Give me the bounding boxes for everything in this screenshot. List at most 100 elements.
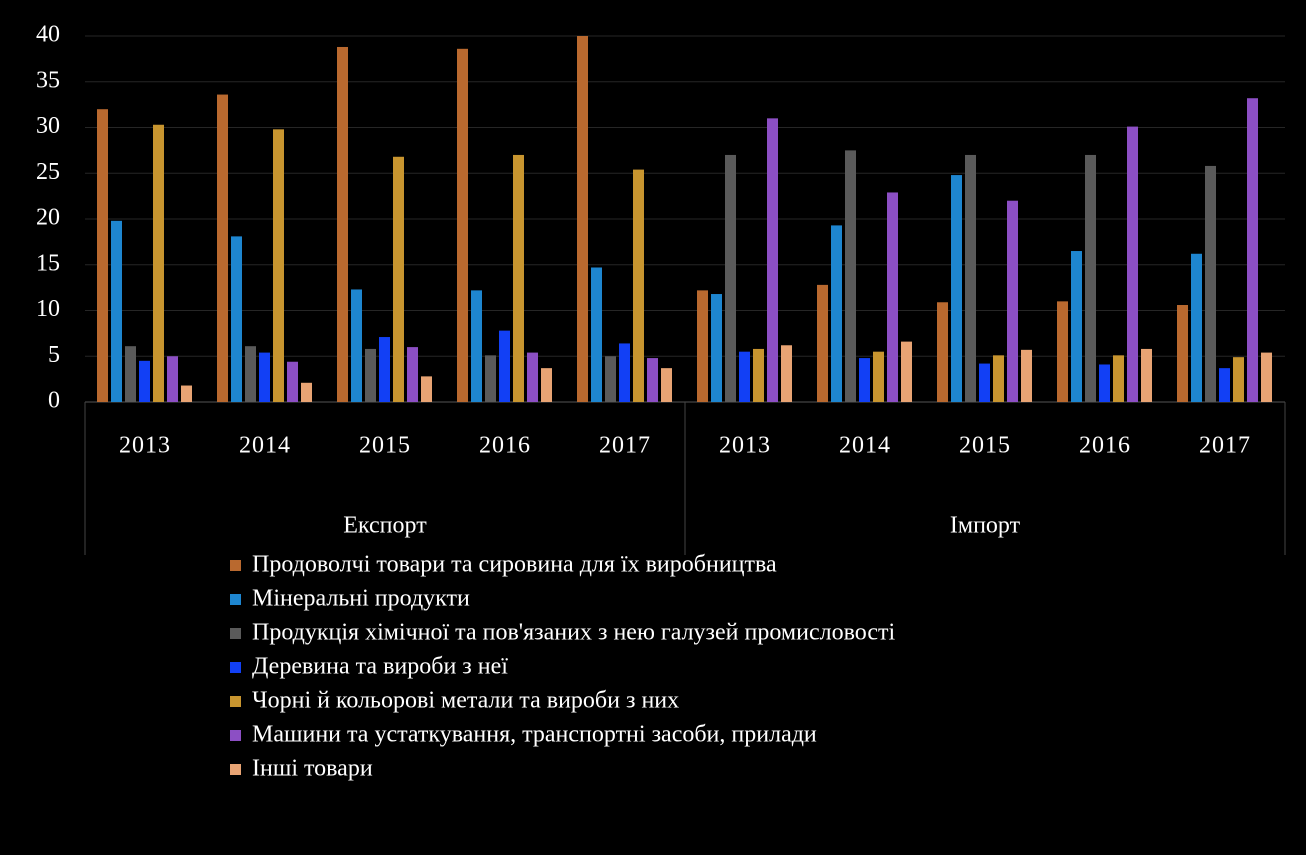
- bar: [711, 294, 722, 402]
- bar: [407, 347, 418, 402]
- bar: [577, 36, 588, 402]
- bar: [965, 154, 976, 402]
- bar: [499, 330, 510, 402]
- legend-label: Інші товари: [252, 756, 373, 782]
- bar: [901, 341, 912, 402]
- bar: [1099, 364, 1110, 402]
- bar: [605, 356, 616, 402]
- bar: [457, 48, 468, 403]
- bar: [1205, 165, 1216, 402]
- bar: [351, 289, 362, 402]
- bar: [1141, 348, 1152, 402]
- bar: [365, 348, 376, 402]
- x-tick-label: 2014: [839, 433, 891, 459]
- bar: [527, 352, 538, 402]
- x-tick-label: 2015: [959, 433, 1011, 459]
- bar: [1085, 154, 1096, 402]
- x-tick-label: 2017: [1199, 433, 1251, 459]
- bar: [1219, 368, 1230, 402]
- x-tick-label: 2016: [479, 433, 531, 459]
- bar: [767, 118, 778, 402]
- bar: [1261, 352, 1272, 402]
- bar: [633, 169, 644, 402]
- bar: [859, 358, 870, 402]
- legend-swatch: [230, 560, 241, 571]
- bar: [379, 337, 390, 402]
- legend-label: Чорні й кольорові метали та вироби з них: [252, 688, 679, 714]
- bar: [873, 351, 884, 402]
- bar: [167, 356, 178, 402]
- bar: [301, 382, 312, 402]
- bar: [393, 156, 404, 402]
- bar: [1057, 301, 1068, 402]
- y-tick-label: 25: [36, 159, 60, 185]
- bar: [697, 290, 708, 402]
- bar: [753, 348, 764, 402]
- legend-label: Продукція хімічної та пов'язаних з нею г…: [252, 620, 895, 646]
- bar: [1127, 126, 1138, 403]
- bar: [125, 346, 136, 402]
- legend-label: Продоволчі товари та сировина для їх вир…: [252, 552, 777, 578]
- bar: [979, 363, 990, 402]
- y-tick-label: 10: [36, 296, 60, 322]
- legend-swatch: [230, 662, 241, 673]
- bar: [619, 343, 630, 402]
- bar: [153, 124, 164, 402]
- bar: [541, 368, 552, 402]
- y-tick-label: 0: [48, 388, 60, 414]
- y-tick-label: 35: [36, 67, 60, 93]
- y-tick-label: 40: [36, 22, 60, 48]
- legend-swatch: [230, 628, 241, 639]
- legend-swatch: [230, 730, 241, 741]
- bar: [739, 351, 750, 402]
- bar: [661, 368, 672, 402]
- bar: [259, 352, 270, 402]
- legend-swatch: [230, 594, 241, 605]
- group-label: Імпорт: [950, 513, 1021, 539]
- bar: [421, 376, 432, 402]
- bar: [831, 225, 842, 402]
- bar: [111, 220, 122, 402]
- bar: [993, 355, 1004, 402]
- bar: [485, 355, 496, 402]
- bar: [725, 154, 736, 402]
- y-tick-label: 5: [48, 342, 60, 368]
- bar: [1071, 251, 1082, 402]
- y-tick-label: 30: [36, 113, 60, 139]
- bar: [97, 109, 108, 402]
- bar: [591, 267, 602, 402]
- x-tick-label: 2013: [719, 433, 771, 459]
- bar: [647, 358, 658, 402]
- bar: [1113, 355, 1124, 402]
- bar: [181, 385, 192, 402]
- bar: [1021, 349, 1032, 402]
- bar: [287, 361, 298, 402]
- x-tick-label: 2017: [599, 433, 651, 459]
- y-tick-label: 15: [36, 250, 60, 276]
- legend-label: Мінеральні продукти: [252, 586, 470, 612]
- bar: [513, 154, 524, 402]
- legend-label: Машини та устаткування, транспортні засо…: [252, 722, 817, 748]
- bar: [231, 236, 242, 402]
- bar: [1247, 98, 1258, 402]
- bar: [217, 94, 228, 402]
- x-tick-label: 2014: [239, 433, 291, 459]
- group-label: Експорт: [343, 513, 427, 539]
- bar: [471, 290, 482, 402]
- bar: [781, 345, 792, 402]
- bar: [1191, 253, 1202, 402]
- legend-swatch: [230, 764, 241, 775]
- bar: [887, 192, 898, 402]
- bar: [817, 284, 828, 402]
- bar: [337, 46, 348, 402]
- x-tick-label: 2013: [119, 433, 171, 459]
- x-tick-label: 2016: [1079, 433, 1131, 459]
- bar: [245, 346, 256, 402]
- legend-swatch: [230, 696, 241, 707]
- bar: [273, 129, 284, 402]
- bar: [1233, 357, 1244, 402]
- bar: [139, 360, 150, 402]
- bar: [937, 302, 948, 402]
